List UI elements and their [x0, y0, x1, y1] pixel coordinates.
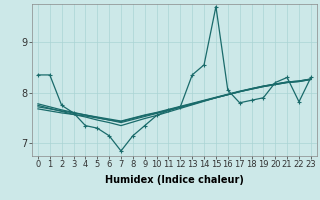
X-axis label: Humidex (Indice chaleur): Humidex (Indice chaleur) — [105, 175, 244, 185]
